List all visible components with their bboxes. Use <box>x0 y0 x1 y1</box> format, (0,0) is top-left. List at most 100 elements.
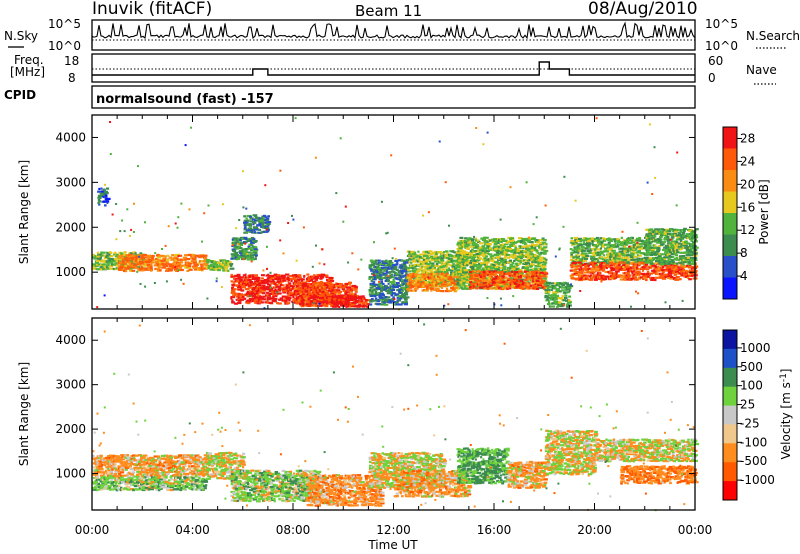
heatmap-cell <box>561 284 566 287</box>
heatmap-cell <box>537 277 543 280</box>
heatmap-cell <box>568 289 571 293</box>
heatmap-cell <box>508 273 512 276</box>
heatmap-cell <box>562 299 567 302</box>
heatmap-cell <box>390 300 395 303</box>
heatmap-cell <box>257 283 262 286</box>
heatmap-cell <box>110 251 113 254</box>
heatmap-cell <box>644 254 649 257</box>
heatmap-cell <box>289 289 293 292</box>
heatmap-cell <box>507 245 512 248</box>
heatmap-cell <box>227 264 230 267</box>
heatmap-cell <box>457 256 462 259</box>
heatmap-cell <box>636 246 640 249</box>
heatmap-cell <box>642 269 645 272</box>
heatmap-cell <box>478 252 484 255</box>
heatmap-cell <box>418 260 422 263</box>
heatmap-cell <box>686 237 690 240</box>
heatmap-cell <box>534 267 539 270</box>
heatmap-cell <box>374 261 377 264</box>
heatmap-cell <box>526 262 530 265</box>
heatmap-cell <box>138 254 143 257</box>
heatmap-cell <box>558 286 563 289</box>
heatmap-cell <box>657 248 661 251</box>
heatmap-cell <box>266 298 272 301</box>
cpid-panel: CPID normalsound (fast) -157 <box>4 85 696 109</box>
heatmap-cell <box>178 266 183 269</box>
heatmap-cell <box>538 239 544 242</box>
heatmap-cell <box>627 249 632 252</box>
heatmap-cell <box>628 245 633 248</box>
heatmap-cell <box>615 270 620 273</box>
heatmap-cell <box>407 268 410 272</box>
heatmap-cell <box>230 253 235 256</box>
heatmap-cell <box>263 279 269 282</box>
heatmap-cell <box>532 270 536 273</box>
heatmap-cell <box>252 238 256 241</box>
heatmap-cell <box>254 219 259 222</box>
heatmap-cell <box>505 280 509 283</box>
heatmap-cell <box>663 238 667 241</box>
heatmap-cell <box>324 295 328 298</box>
heatmap-cell <box>541 241 547 244</box>
heatmap-cell <box>657 268 660 271</box>
heatmap-cell <box>508 240 512 243</box>
heatmap-cell <box>356 305 361 308</box>
heatmap-cell <box>576 260 582 263</box>
heatmap-cell <box>247 294 251 297</box>
heatmap-cell <box>510 243 515 246</box>
heatmap-cell <box>365 299 369 302</box>
heatmap-cell <box>573 247 576 251</box>
heatmap-cell <box>471 279 474 282</box>
heatmap-cell <box>432 267 437 270</box>
heatmap-cell <box>600 241 604 244</box>
heatmap-cell <box>325 274 329 277</box>
heatmap-cell <box>414 289 417 292</box>
heatmap-cell <box>98 200 102 203</box>
heatmap-cell <box>347 295 352 298</box>
heatmap-cell <box>261 292 266 295</box>
heatmap-cell <box>237 274 241 277</box>
heatmap-cell <box>368 276 372 279</box>
heatmap-cell <box>133 261 139 264</box>
heatmap-cell <box>305 279 311 282</box>
heatmap-cell <box>422 250 427 253</box>
heatmap-cell <box>98 253 103 256</box>
heatmap-cell <box>200 260 204 263</box>
heatmap-cell <box>636 259 640 262</box>
heatmap-cell <box>620 267 624 270</box>
heatmap-cell <box>546 281 551 284</box>
heatmap-cell <box>543 271 548 274</box>
heatmap-cell <box>445 257 450 260</box>
heatmap-cell <box>504 255 508 258</box>
heatmap-cell <box>200 265 204 268</box>
heatmap-cell <box>600 274 605 277</box>
heatmap-cell <box>623 261 626 264</box>
heatmap-cell <box>643 260 647 263</box>
heatmap-cell <box>328 294 334 297</box>
heatmap-cell <box>660 253 665 256</box>
heatmap-cell <box>349 281 352 284</box>
heatmap-cell <box>468 244 471 247</box>
heatmap-cell <box>678 255 683 258</box>
heatmap-cell <box>276 289 280 292</box>
heatmap-cell <box>637 276 642 279</box>
heatmap-cell <box>92 263 97 266</box>
heatmap-cell <box>601 268 606 271</box>
heatmap-cell <box>457 245 460 248</box>
heatmap-cell <box>517 240 522 243</box>
heatmap-cell <box>459 243 464 246</box>
heatmap-cell <box>596 242 600 246</box>
heatmap-cell <box>379 282 383 285</box>
heatmap-cell <box>632 240 635 243</box>
heatmap-cell <box>670 243 674 246</box>
heatmap-cell <box>426 265 431 268</box>
nsearch-label: N.Search <box>746 29 800 43</box>
heatmap-cell <box>600 237 603 240</box>
heatmap-cell <box>426 273 429 276</box>
heatmap-cell <box>111 260 115 263</box>
heatmap-cell <box>449 279 454 282</box>
heatmap-cell <box>535 271 539 274</box>
heatmap-cell <box>577 251 580 254</box>
heatmap-cell <box>184 254 187 257</box>
heatmap-cell <box>96 259 99 262</box>
